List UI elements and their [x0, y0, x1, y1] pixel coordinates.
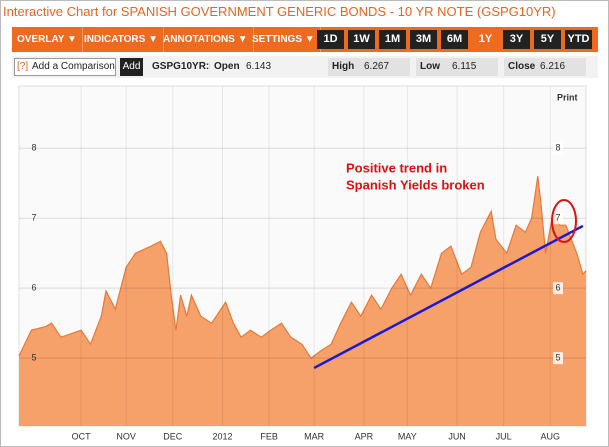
- range-button[interactable]: 1M: [379, 30, 406, 49]
- x-tick-label: NOV: [116, 431, 136, 441]
- x-tick-label: FEB: [260, 431, 278, 441]
- menu-button[interactable]: SETTINGS ▼: [247, 27, 321, 52]
- trend-line: [313, 224, 584, 370]
- quote-bar: [?] Add a Comparison Add GSPG10YR:IND Open 6.…: [12, 56, 598, 78]
- annotation: Positive trend in: [346, 160, 447, 175]
- range-button[interactable]: 1W: [348, 30, 375, 49]
- line: [18, 176, 587, 359]
- menu-button[interactable]: ANNOTATIONS ▼: [158, 27, 254, 52]
- quote-value: 6.216: [540, 61, 566, 72]
- x-tick-label: OCT: [72, 431, 92, 441]
- quote-label: High: [332, 61, 355, 72]
- y-tick-label: 5: [31, 353, 36, 363]
- tick-box: [553, 212, 563, 225]
- area: [19, 176, 586, 426]
- quote-field: Low 6.115: [416, 58, 498, 76]
- range-button[interactable]: 6M: [441, 30, 468, 49]
- tick-box: [553, 352, 563, 365]
- comparison-input[interactable]: [?] Add a Comparison: [14, 58, 116, 76]
- range-button[interactable]: 1Y: [472, 30, 499, 49]
- x-tick-label: JUN: [448, 431, 466, 441]
- x-tick-label: MAR: [304, 431, 325, 441]
- page-title: Interactive Chart for SPANISH GOVERNMENT…: [3, 4, 556, 19]
- quote-label: Low: [420, 61, 440, 72]
- quote-label: Open: [214, 61, 240, 72]
- y-tick-label: 8: [31, 143, 36, 153]
- add-button[interactable]: Add: [120, 58, 143, 76]
- annotation: Spanish Yields broken: [346, 177, 485, 192]
- y-tick-label: 6: [31, 283, 36, 293]
- range-button[interactable]: 5Y: [534, 30, 561, 49]
- ticker: GSPG10YR:IND: [152, 61, 227, 72]
- x-tick-label: APR: [355, 431, 374, 441]
- range-button[interactable]: YTD: [565, 30, 592, 49]
- quote-value: 6.267: [364, 61, 390, 72]
- range-button[interactable]: 1D: [317, 30, 344, 49]
- range-button[interactable]: 3M: [410, 30, 437, 49]
- quote-label: Close: [508, 61, 536, 72]
- range-button[interactable]: 3Y: [503, 30, 530, 49]
- quote-value: 6.115: [452, 61, 477, 72]
- menu-button[interactable]: OVERLAY ▼: [12, 27, 83, 52]
- x-tick-label: 2012: [212, 431, 232, 441]
- chart: Print 5 5 6 6 7 7 8 8 OCT NOV DEC 2012 FEB MAR APR MAY JU…: [18, 85, 587, 441]
- quote-field: Open 6.143: [210, 58, 320, 76]
- x-tick-label: DEC: [163, 431, 183, 441]
- y-tick-label-right: 5: [555, 353, 560, 363]
- y-tick-label: 7: [31, 213, 36, 223]
- y-tick-label-right: 7: [555, 213, 560, 223]
- x-tick-label: MAY: [398, 431, 417, 441]
- menu-button[interactable]: INDICATORS ▼: [79, 27, 164, 52]
- quote-field: High 6.267: [328, 58, 410, 76]
- highlight-ellipse: [551, 199, 577, 243]
- tick-box: [553, 142, 563, 155]
- print-link: Print: [557, 92, 578, 102]
- quote-value: 6.143: [246, 61, 272, 72]
- y-tick-label-right: 8: [555, 143, 560, 153]
- toolbar: OVERLAY ▼ INDICATORS ▼ ANNOTATIONS ▼ SETTIN…: [12, 27, 598, 52]
- quote-field: Close 6.216: [504, 58, 586, 76]
- help-link[interactable]: [?]: [17, 61, 29, 72]
- y-tick-label-right: 6: [555, 283, 560, 293]
- comparison-label: Add a Comparison: [32, 61, 115, 72]
- tick-box: [553, 282, 563, 295]
- x-tick-label: JUL: [496, 431, 512, 441]
- x-tick-label: AUG: [541, 431, 561, 441]
